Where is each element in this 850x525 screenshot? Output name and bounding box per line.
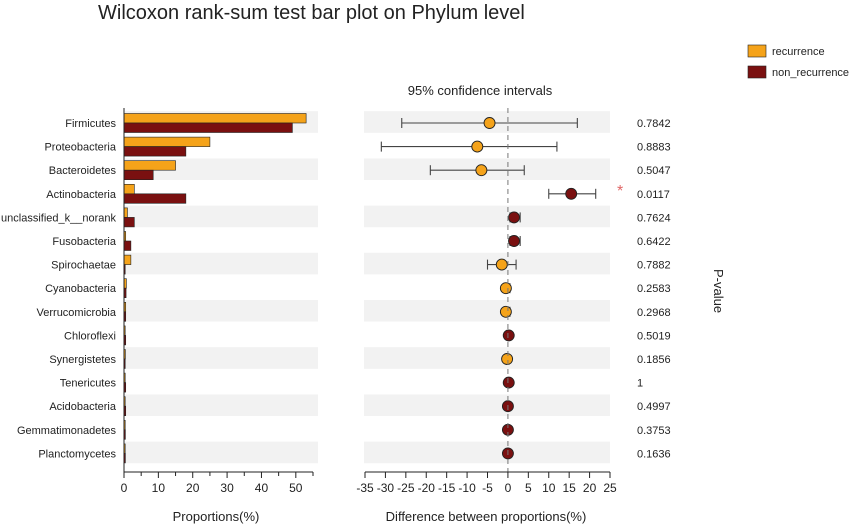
p-value-label: 0.1636	[637, 448, 671, 460]
chart-title: Wilcoxon rank-sum test bar plot on Phylu…	[98, 2, 525, 24]
difference-point	[565, 187, 578, 200]
category-label: unclassified_k__norank	[1, 212, 116, 224]
right-x-tick-label: -15	[438, 481, 456, 495]
right-x-tick-label: -10	[458, 481, 476, 495]
category-label: Gemmatimonadetes	[17, 425, 117, 437]
bar-recurrence	[123, 136, 211, 147]
right-x-tick-label: 15	[562, 481, 576, 495]
bar-non-recurrence	[123, 217, 135, 228]
category-label: Actinobacteria	[46, 189, 117, 201]
row-stripe-left	[125, 347, 318, 369]
bar-non-recurrence	[123, 193, 187, 204]
right-x-tick-label: -25	[397, 481, 415, 495]
p-value-label: 0.7842	[637, 118, 671, 130]
row-stripe-right	[364, 205, 610, 228]
row-stripe-left	[125, 441, 318, 464]
p-value-label: 0.3753	[637, 425, 671, 437]
left-x-tick-label: 30	[220, 481, 234, 495]
row-stripe-right	[364, 441, 610, 464]
left-x-tick-label: 20	[186, 481, 200, 495]
left-x-tick-label: 50	[289, 481, 303, 495]
legend-swatch-non-recurrence	[747, 65, 767, 79]
legend: recurrence non_recurrence	[747, 44, 849, 79]
left-x-tick-label: 40	[255, 481, 269, 495]
row-stripe-left	[125, 300, 318, 322]
category-label: Proteobacteria	[44, 142, 116, 154]
p-value-label: 0.5047	[637, 165, 671, 177]
difference-point	[499, 305, 512, 318]
bar-non-recurrence	[123, 169, 154, 180]
x-axis-label-left: Proportions(%)	[173, 509, 260, 524]
category-label: Fusobacteria	[52, 236, 116, 248]
category-label: Firmicutes	[65, 118, 116, 130]
bar-recurrence	[123, 113, 307, 124]
category-label: Cyanobacteria	[45, 283, 117, 295]
difference-point	[502, 376, 515, 389]
right-x-tick-label: -5	[482, 481, 493, 495]
p-value-label: 0.5019	[637, 330, 671, 342]
p-value-label: 0.0117	[637, 189, 670, 201]
difference-point	[502, 329, 515, 342]
category-label: Tenericutes	[60, 378, 117, 390]
category-label: Synergistetes	[49, 354, 116, 366]
bar-non-recurrence	[123, 146, 187, 157]
category-label: Chloroflexi	[64, 330, 116, 342]
p-value-label: 0.6422	[637, 236, 671, 248]
legend-swatch-recurrence	[747, 44, 767, 58]
p-value-label: 0.7882	[637, 260, 671, 272]
difference-point	[483, 117, 496, 129]
right-x-tick-label: 0	[505, 481, 512, 495]
legend-label-recurrence: recurrence	[772, 46, 825, 58]
p-value-label: 0.8883	[637, 142, 671, 154]
left-x-tick-label: 10	[152, 481, 166, 495]
row-stripe-right	[364, 347, 610, 369]
right-x-tick-label: 10	[542, 481, 556, 495]
row-stripe-right	[364, 300, 610, 322]
row-stripe-left	[125, 205, 318, 228]
difference-point	[471, 140, 484, 153]
p-value-label: 0.2583	[637, 283, 671, 295]
ci-title: 95% confidence intervals	[408, 83, 553, 98]
difference-point	[508, 235, 520, 247]
row-stripe-left	[125, 394, 318, 416]
p-value-label: 0.4997	[637, 401, 671, 413]
bar-non-recurrence	[123, 122, 293, 133]
p-value-label: 0.2968	[637, 307, 671, 319]
p-value-label: 1	[637, 378, 643, 390]
category-label: Acidobacteria	[49, 401, 117, 413]
row-stripe-right	[364, 394, 610, 416]
bar-non-recurrence	[123, 240, 132, 251]
bar-recurrence	[123, 207, 128, 218]
bar-recurrence	[123, 254, 132, 265]
right-x-tick-label: -35	[356, 481, 374, 495]
row-stripe-left	[125, 252, 318, 275]
category-label: Spirochaetae	[51, 260, 116, 272]
right-x-tick-label: 25	[603, 481, 617, 495]
bar-recurrence	[123, 160, 176, 171]
right-x-tick-label: -20	[418, 481, 436, 495]
right-x-tick-label: 5	[525, 481, 532, 495]
category-label: Planctomycetes	[38, 448, 116, 460]
difference-point	[475, 164, 488, 177]
legend-label-non-recurrence: non_recurrence	[772, 67, 849, 79]
difference-point	[508, 211, 520, 224]
category-label: Verrucomicrobia	[37, 307, 117, 319]
right-x-tick-label: -30	[377, 481, 395, 495]
p-value-label: 0.7624	[637, 212, 671, 224]
p-value-axis-label: P-value	[711, 269, 726, 313]
difference-point	[501, 353, 514, 365]
right-x-tick-label: 20	[583, 481, 597, 495]
left-x-tick-label: 0	[121, 481, 128, 495]
significance-star: *	[617, 183, 623, 200]
category-label: Bacteroidetes	[49, 165, 117, 177]
x-axis-label-right: Difference between proportions(%)	[386, 509, 587, 524]
difference-point	[495, 258, 508, 271]
p-value-label: 0.1856	[637, 354, 671, 366]
bar-recurrence	[123, 184, 135, 195]
difference-point	[499, 282, 512, 295]
